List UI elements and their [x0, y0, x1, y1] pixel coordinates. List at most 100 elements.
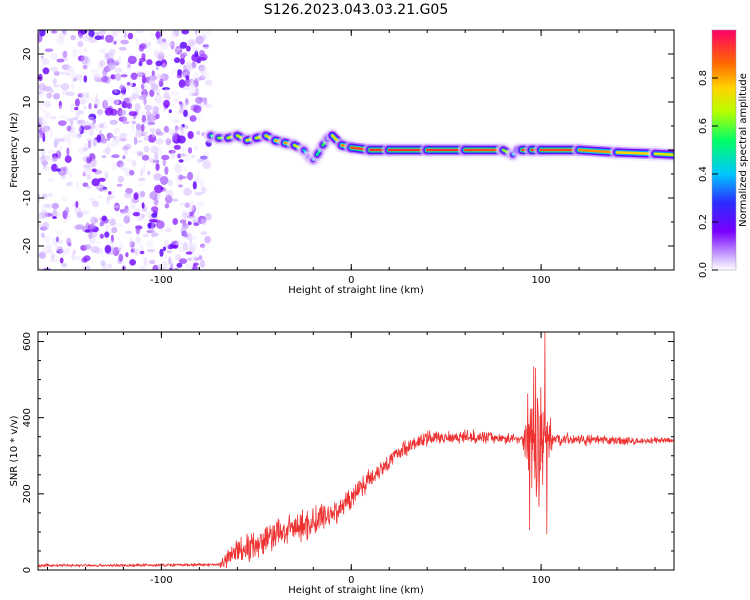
- noise-blob: [148, 219, 158, 223]
- noise-blob: [135, 38, 139, 46]
- noise-blob: [75, 200, 79, 208]
- noise-blob: [66, 213, 72, 222]
- noise-blob: [128, 111, 138, 117]
- noise-blob: [188, 40, 196, 46]
- noise-blob: [104, 231, 110, 238]
- noise-blob: [161, 261, 168, 269]
- ridge-segment: [653, 152, 674, 157]
- noise-blob: [55, 211, 60, 218]
- noise-blob: [151, 206, 159, 213]
- noise-blob: [185, 262, 193, 270]
- noise-blob: [107, 62, 116, 71]
- spectrogram-y-tick-label: -20: [22, 238, 33, 254]
- noise-blob: [179, 107, 185, 114]
- noise-blob: [170, 150, 175, 160]
- noise-blob: [38, 90, 46, 97]
- noise-blob: [83, 105, 87, 110]
- noise-blob: [119, 84, 125, 91]
- noise-blob: [65, 167, 70, 175]
- noise-blob: [63, 248, 71, 255]
- noise-blob: [40, 232, 45, 238]
- noise-blob: [112, 135, 117, 140]
- noise-blob: [155, 30, 160, 40]
- noise-blob: [39, 133, 44, 138]
- noise-blob: [163, 125, 169, 133]
- noise-blob: [168, 149, 176, 154]
- noise-blob: [58, 100, 62, 109]
- noise-blob: [187, 221, 192, 226]
- noise-blob: [146, 59, 153, 66]
- noise-blob: [138, 265, 147, 270]
- noise-blob: [42, 166, 52, 172]
- noise-blob: [113, 127, 121, 134]
- noise-blob: [49, 66, 59, 72]
- noise-blob: [166, 194, 171, 200]
- noise-blob: [123, 115, 128, 124]
- noise-blob: [188, 243, 198, 251]
- noise-blob: [200, 186, 206, 195]
- noise-blob: [162, 255, 168, 260]
- noise-blob: [182, 242, 189, 251]
- noise-blob: [119, 132, 127, 139]
- noise-blob: [165, 138, 172, 146]
- noise-blob: [103, 100, 108, 108]
- noise-blob: [77, 133, 82, 138]
- noise-blob: [99, 59, 106, 67]
- noise-blob: [71, 81, 75, 91]
- noise-blob: [153, 159, 160, 163]
- noise-blob: [168, 109, 172, 114]
- noise-blob: [126, 157, 133, 163]
- noise-blob: [130, 82, 137, 87]
- noise-blob: [66, 182, 72, 187]
- noise-blob: [104, 147, 111, 155]
- noise-blob: [187, 131, 194, 139]
- noise-blob: [193, 105, 202, 114]
- noise-blob: [99, 30, 106, 35]
- noise-blob: [130, 72, 138, 80]
- noise-blob: [153, 97, 162, 102]
- noise-blob: [118, 213, 122, 218]
- noise-blob: [112, 135, 121, 143]
- noise-blob: [108, 263, 112, 268]
- noise-blob: [155, 128, 162, 135]
- noise-blob: [38, 45, 41, 53]
- noise-blob: [72, 48, 78, 58]
- noise-blob: [142, 233, 150, 238]
- noise-blob: [93, 98, 100, 108]
- noise-blob: [43, 221, 48, 227]
- noise-blob: [38, 117, 44, 125]
- noise-blob: [184, 125, 189, 129]
- noise-blob: [61, 64, 70, 70]
- noise-blob: [39, 119, 48, 128]
- noise-blob: [145, 43, 151, 47]
- noise-blob: [168, 127, 174, 136]
- noise-blob: [201, 218, 208, 226]
- noise-blob: [123, 149, 128, 156]
- colorbar-tick-label: 0.8: [698, 70, 709, 86]
- noise-blob: [59, 257, 64, 264]
- noise-blob: [203, 97, 208, 106]
- noise-blob: [77, 93, 84, 98]
- noise-blob: [182, 211, 189, 219]
- noise-blob: [140, 168, 144, 177]
- noise-blob: [83, 142, 89, 152]
- noise-blob: [134, 102, 141, 112]
- colorbar-ticks: 0.0 0.2 0.4 0.6 0.8: [698, 70, 718, 278]
- noise-blob: [141, 75, 147, 84]
- noise-blob: [180, 153, 186, 156]
- noise-blob: [92, 138, 98, 147]
- noise-blob: [186, 45, 191, 52]
- noise-blob: [145, 43, 149, 50]
- noise-blob: [111, 162, 118, 170]
- noise-blob: [119, 241, 124, 246]
- noise-blob: [130, 202, 136, 210]
- noise-blob: [161, 154, 170, 161]
- noise-blob: [112, 30, 118, 38]
- noise-blob: [147, 41, 151, 47]
- noise-blob: [146, 110, 151, 118]
- noise-blob: [178, 79, 186, 89]
- noise-blob: [46, 204, 53, 209]
- noise-blob: [104, 97, 113, 102]
- noise-blob: [147, 170, 151, 176]
- noise-blob: [173, 50, 178, 54]
